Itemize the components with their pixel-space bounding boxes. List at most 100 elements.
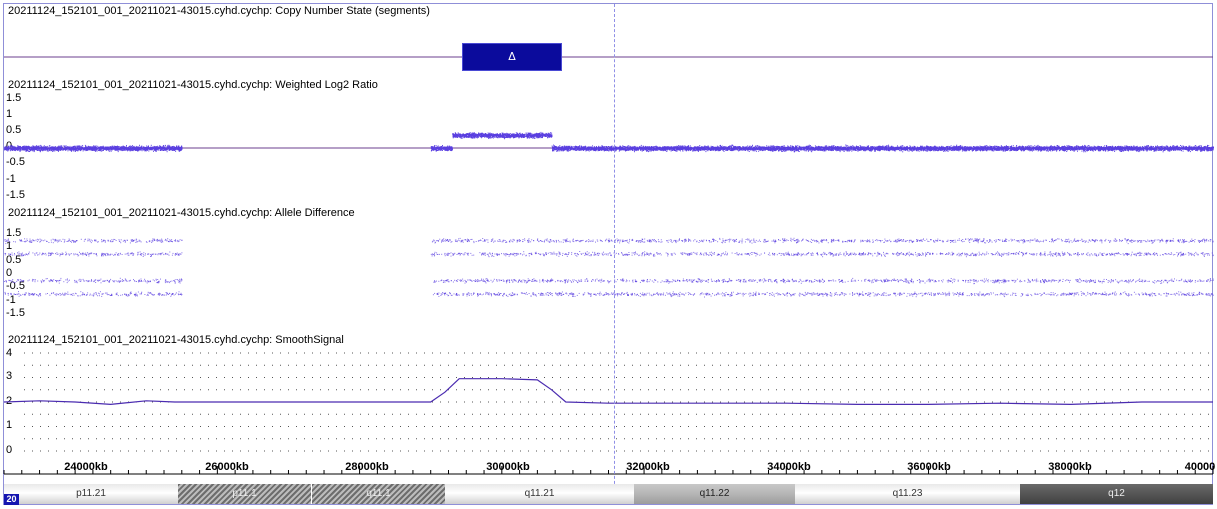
log2-point bbox=[117, 151, 119, 153]
log2-point bbox=[149, 148, 151, 150]
log2-point bbox=[132, 150, 134, 152]
log2-point bbox=[28, 147, 30, 148]
log2-point bbox=[530, 136, 532, 138]
log2-point bbox=[526, 137, 528, 139]
smooth-tick: 4 bbox=[6, 347, 13, 359]
log2-point bbox=[175, 149, 177, 151]
log2-point bbox=[97, 147, 99, 149]
log2-point bbox=[82, 150, 84, 152]
log2-point bbox=[49, 149, 51, 151]
log2-point bbox=[35, 147, 36, 149]
log2-point bbox=[444, 148, 446, 150]
log2-point bbox=[524, 136, 526, 138]
log2-point bbox=[489, 137, 491, 139]
cn-state-panel-title: 20211124_152101_001_20211021-43015.cyhd.… bbox=[8, 5, 430, 17]
log2-point bbox=[84, 144, 86, 146]
log2-point bbox=[18, 149, 20, 151]
log2-point bbox=[940, 149, 942, 151]
log2-point bbox=[445, 148, 447, 150]
log2-point bbox=[77, 145, 79, 147]
log2-point bbox=[107, 147, 109, 149]
log2-point bbox=[455, 135, 457, 137]
log2-point bbox=[98, 147, 100, 149]
log2-point bbox=[547, 136, 549, 138]
log2-point bbox=[529, 137, 531, 139]
log2-point bbox=[434, 149, 436, 151]
log2-point bbox=[16, 149, 18, 151]
log2-point bbox=[72, 146, 74, 148]
log2-point bbox=[144, 148, 146, 150]
log2-point bbox=[165, 148, 166, 150]
log2-point bbox=[16, 147, 18, 149]
log2-point bbox=[65, 147, 67, 149]
log2-point bbox=[521, 137, 523, 139]
log2-point bbox=[536, 137, 538, 139]
log2-point bbox=[18, 148, 20, 150]
log2-point bbox=[33, 146, 34, 148]
log2-point bbox=[40, 148, 42, 150]
log2-point bbox=[114, 148, 116, 150]
log2-point bbox=[546, 135, 548, 137]
log2-point bbox=[65, 149, 67, 151]
log2-point bbox=[45, 148, 46, 150]
log2-point bbox=[153, 145, 155, 147]
log2-point bbox=[153, 147, 155, 149]
log2-point bbox=[85, 150, 87, 152]
log2-point bbox=[518, 137, 520, 139]
log2-point bbox=[76, 145, 78, 147]
log2-point bbox=[65, 145, 67, 147]
log2-point bbox=[28, 148, 30, 150]
log2-point bbox=[7, 149, 9, 151]
log2-point bbox=[150, 144, 152, 146]
log2-point bbox=[116, 147, 118, 149]
log2-point bbox=[6, 147, 8, 149]
allele-tick: 1 bbox=[6, 240, 13, 252]
log2-point bbox=[56, 146, 58, 148]
log2-point bbox=[21, 149, 23, 151]
log2-point bbox=[111, 149, 113, 151]
log2-point bbox=[93, 149, 95, 151]
log2-point bbox=[545, 136, 547, 137]
log2-point bbox=[35, 148, 36, 150]
log2-point bbox=[30, 149, 32, 150]
log2-point bbox=[489, 134, 491, 136]
log2-point bbox=[58, 147, 60, 149]
log2-point bbox=[174, 147, 175, 148]
log2-point bbox=[113, 146, 115, 148]
log2-point bbox=[150, 148, 151, 150]
log2-point bbox=[81, 148, 82, 150]
log2-point bbox=[536, 134, 538, 136]
log2-point bbox=[94, 150, 96, 152]
log2-point bbox=[26, 150, 28, 152]
log2-point bbox=[84, 147, 86, 149]
log2-point bbox=[179, 149, 181, 151]
log2-point bbox=[527, 137, 529, 139]
log2-point bbox=[169, 145, 171, 147]
log2-point bbox=[154, 149, 156, 150]
log2-point bbox=[70, 148, 72, 150]
log2-point bbox=[32, 149, 34, 150]
log2-point bbox=[435, 147, 437, 149]
log2-point bbox=[130, 150, 132, 152]
log2-point bbox=[69, 146, 71, 148]
log2-point bbox=[71, 149, 73, 151]
log2-point bbox=[52, 147, 53, 149]
log2-point bbox=[74, 149, 76, 150]
log2-point bbox=[540, 137, 542, 139]
log2-point bbox=[95, 146, 97, 147]
log2-point bbox=[11, 145, 12, 147]
log2-point bbox=[114, 146, 116, 148]
log2-point bbox=[33, 151, 35, 153]
log2-point bbox=[151, 147, 152, 148]
log2-point bbox=[154, 149, 156, 151]
log2-point bbox=[102, 145, 104, 147]
log2-point bbox=[505, 134, 507, 136]
log2-point bbox=[109, 147, 111, 149]
log2-point bbox=[79, 149, 80, 151]
log2-point bbox=[503, 136, 505, 138]
log2-point bbox=[462, 135, 464, 137]
log2-point bbox=[36, 145, 38, 147]
log2-point bbox=[150, 146, 152, 148]
log2-point bbox=[150, 149, 152, 151]
log2-point bbox=[522, 135, 524, 137]
